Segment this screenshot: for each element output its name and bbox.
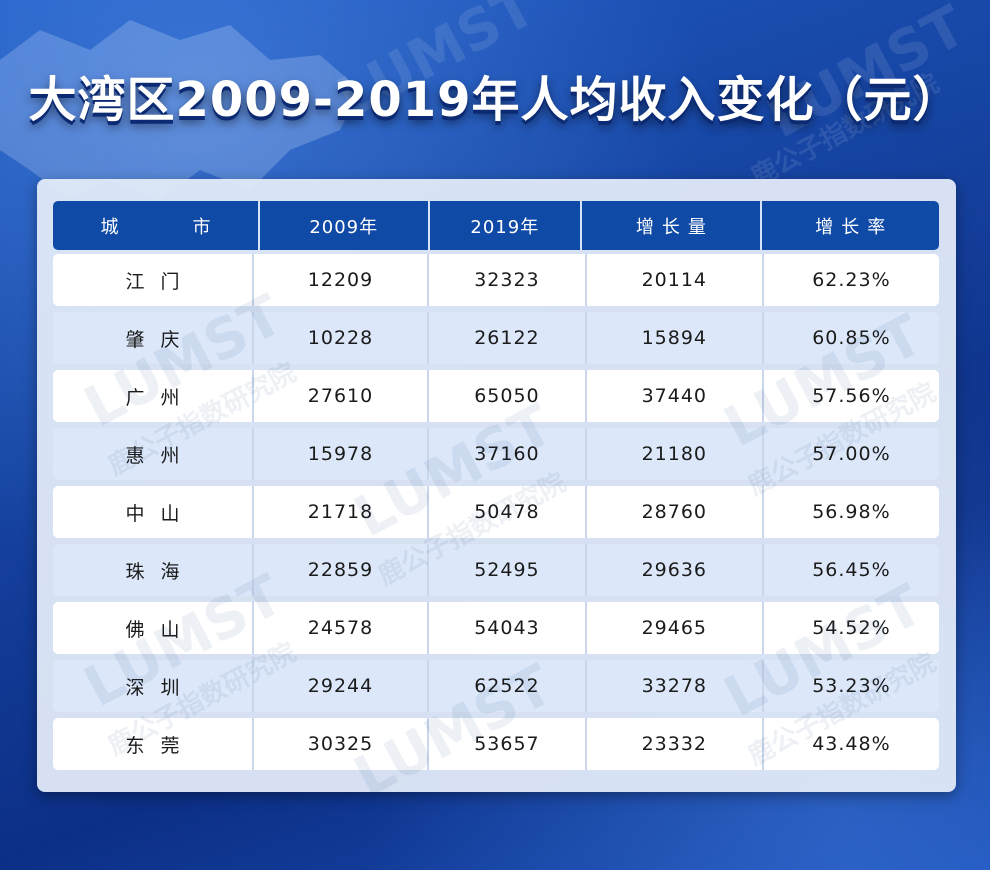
cell-city: 惠州 bbox=[125, 444, 196, 467]
cell-2019: 37160 bbox=[427, 428, 585, 480]
cell-rate: 54.52% bbox=[761, 602, 939, 654]
cell-2009: 21718 bbox=[251, 486, 427, 538]
header-city: 城 市 bbox=[100, 216, 239, 238]
cell-2009: 24578 bbox=[251, 602, 427, 654]
cell-growth: 21180 bbox=[584, 428, 762, 480]
header-rate: 增长率 bbox=[759, 201, 939, 250]
table-panel: 城 市 2009年 2019年 增长量 增长率 江门 12209 32323 2011… bbox=[37, 179, 956, 810]
header-2019: 2019年 bbox=[427, 201, 581, 250]
cell-city: 佛山 bbox=[125, 618, 196, 641]
cell-2019: 52495 bbox=[427, 544, 585, 596]
cell-rate: 57.56% bbox=[761, 370, 939, 422]
cell-2009: 27610 bbox=[251, 370, 427, 422]
cell-rate: 62.23% bbox=[761, 254, 939, 306]
cell-city: 肇庆 bbox=[125, 328, 196, 351]
header-2009: 2009年 bbox=[257, 201, 428, 250]
cell-growth: 33278 bbox=[584, 660, 762, 712]
cell-growth: 29636 bbox=[584, 544, 762, 596]
cell-city: 江门 bbox=[125, 270, 196, 293]
table-row: 珠海 22859 52495 29636 56.45% bbox=[53, 544, 939, 596]
table-row: 佛山 24578 54043 29465 54.52% bbox=[53, 602, 939, 654]
cell-rate: 56.45% bbox=[761, 544, 939, 596]
cell-2019: 65050 bbox=[427, 370, 585, 422]
table-row: 惠州 15978 37160 21180 57.00% bbox=[53, 428, 939, 480]
cell-growth: 20114 bbox=[584, 254, 762, 306]
cell-2019: 26122 bbox=[427, 312, 585, 364]
cell-city: 东莞 bbox=[125, 734, 196, 757]
cell-2019: 62522 bbox=[427, 660, 585, 712]
cell-rate: 60.85% bbox=[761, 312, 939, 364]
cell-rate: 43.48% bbox=[761, 718, 939, 770]
cell-growth: 37440 bbox=[584, 370, 762, 422]
background-map-shape bbox=[0, 20, 360, 200]
cell-growth: 23332 bbox=[584, 718, 762, 770]
cell-rate: 57.00% bbox=[761, 428, 939, 480]
cell-2009: 15978 bbox=[251, 428, 427, 480]
table-header-row: 城 市 2009年 2019年 增长量 增长率 bbox=[53, 201, 939, 250]
cell-2019: 32323 bbox=[427, 254, 585, 306]
table-row: 肇庆 10228 26122 15894 60.85% bbox=[53, 312, 939, 364]
cell-growth: 15894 bbox=[584, 312, 762, 364]
table-body: 江门 12209 32323 20114 62.23% 肇庆 10228 26122 15894… bbox=[53, 254, 939, 770]
cell-2019: 54043 bbox=[427, 602, 585, 654]
page-title: 大湾区2009-2019年人均收入变化（元） bbox=[28, 72, 962, 128]
cell-2009: 12209 bbox=[251, 254, 427, 306]
table-row: 深圳 29244 62522 33278 53.23% bbox=[53, 660, 939, 712]
cell-growth: 28760 bbox=[584, 486, 762, 538]
cell-city: 深圳 bbox=[125, 676, 196, 699]
cell-rate: 56.98% bbox=[761, 486, 939, 538]
table-row: 中山 21718 50478 28760 56.98% bbox=[53, 486, 939, 538]
cell-city: 广州 bbox=[125, 386, 196, 409]
cell-2009: 22859 bbox=[251, 544, 427, 596]
cell-2019: 50478 bbox=[427, 486, 585, 538]
header-growth: 增长量 bbox=[580, 201, 759, 250]
income-table: 城 市 2009年 2019年 增长量 增长率 江门 12209 32323 2011… bbox=[53, 201, 939, 776]
cell-2009: 29244 bbox=[251, 660, 427, 712]
cell-city: 中山 bbox=[125, 502, 196, 525]
cell-growth: 29465 bbox=[584, 602, 762, 654]
table-row: 江门 12209 32323 20114 62.23% bbox=[53, 254, 939, 306]
cell-2009: 10228 bbox=[251, 312, 427, 364]
cell-2019: 53657 bbox=[427, 718, 585, 770]
table-row: 东莞 30325 53657 23332 43.48% bbox=[53, 718, 939, 770]
cell-2009: 30325 bbox=[251, 718, 427, 770]
cell-rate: 53.23% bbox=[761, 660, 939, 712]
cell-city: 珠海 bbox=[125, 560, 196, 583]
table-row: 广州 27610 65050 37440 57.56% bbox=[53, 370, 939, 422]
